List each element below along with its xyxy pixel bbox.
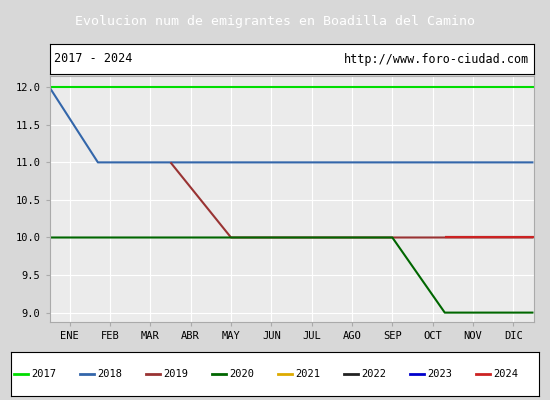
- Text: 2018: 2018: [97, 369, 122, 379]
- Text: Evolucion num de emigrantes en Boadilla del Camino: Evolucion num de emigrantes en Boadilla …: [75, 14, 475, 28]
- Text: 2023: 2023: [427, 369, 452, 379]
- Text: 2017: 2017: [31, 369, 56, 379]
- Text: 2017 - 2024: 2017 - 2024: [54, 52, 133, 66]
- Text: 2019: 2019: [163, 369, 188, 379]
- Text: 2024: 2024: [493, 369, 518, 379]
- Text: http://www.foro-ciudad.com: http://www.foro-ciudad.com: [343, 52, 529, 66]
- Text: 2020: 2020: [229, 369, 254, 379]
- Text: 2022: 2022: [361, 369, 386, 379]
- Text: 2021: 2021: [295, 369, 320, 379]
